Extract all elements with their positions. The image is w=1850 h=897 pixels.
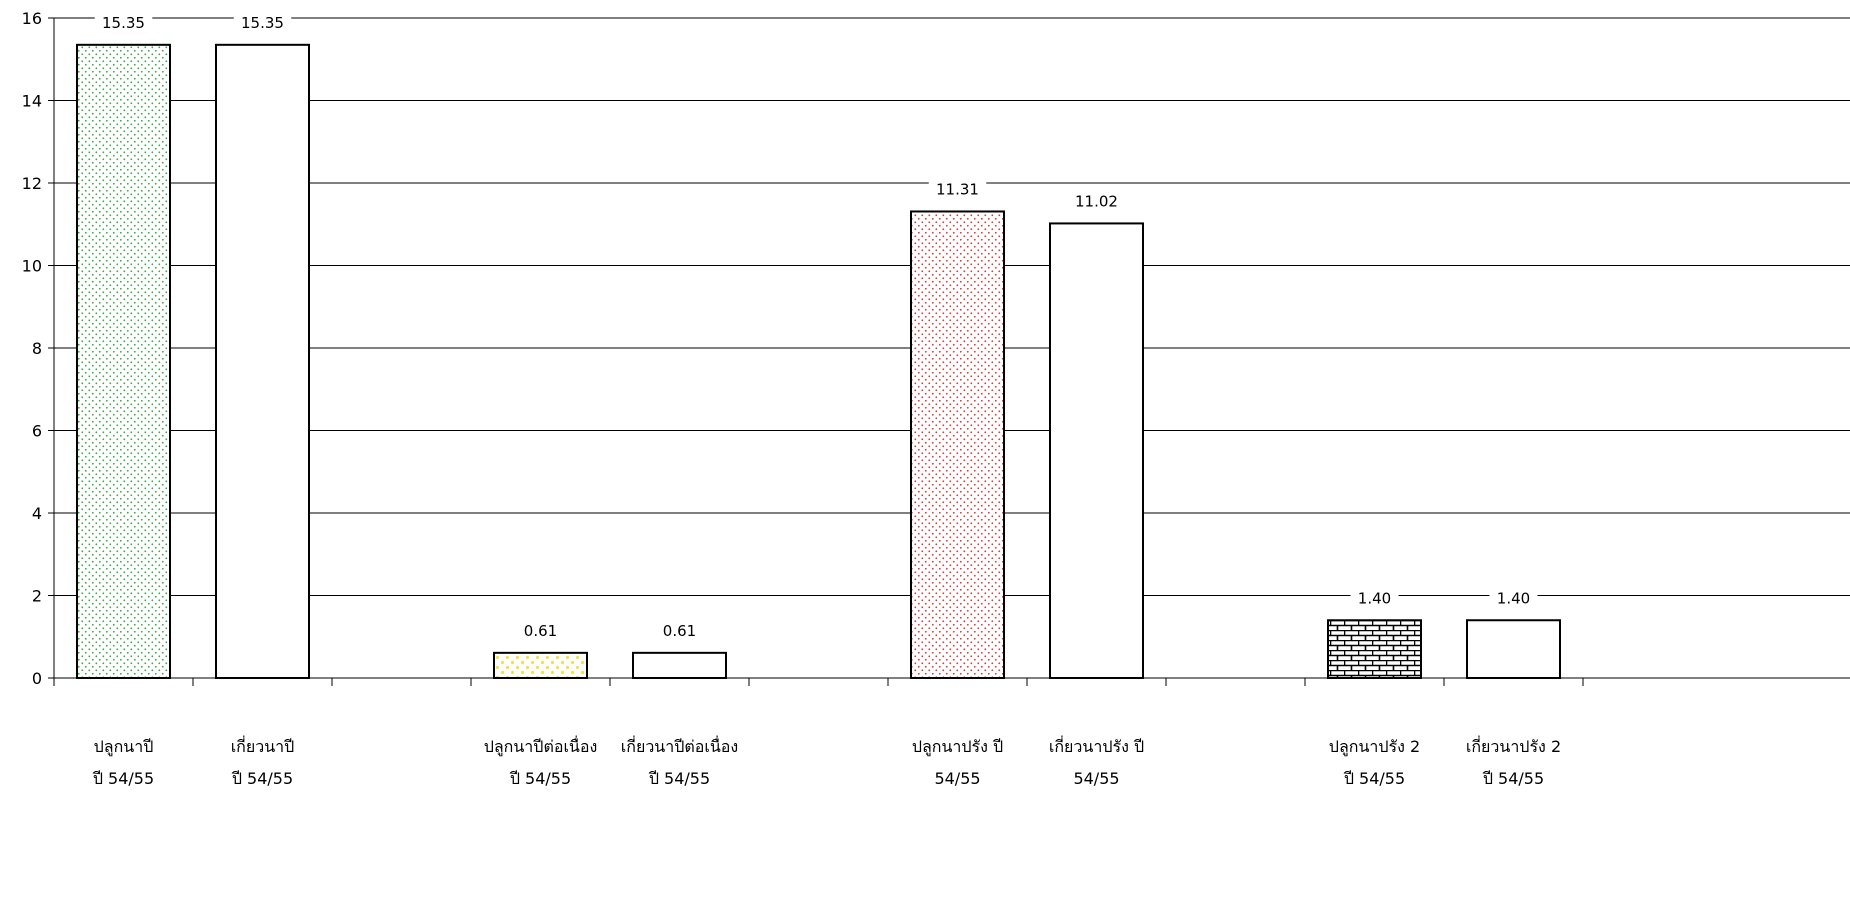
bars <box>76 43 1561 680</box>
data-label-bg <box>655 621 704 640</box>
x-category-label: ปี 54/55 <box>1482 769 1544 788</box>
y-tick-label: 8 <box>32 339 42 358</box>
data-label: 15.35 <box>102 14 145 32</box>
x-category-label: ปี 54/55 <box>509 769 571 788</box>
y-tick-label: 6 <box>32 422 42 441</box>
labels: ปลูกนาปีปี 54/55 15.35 เกี่ยวนาปีปี 54/55 1… <box>92 13 1561 788</box>
data-label: 11.31 <box>936 180 979 198</box>
x-category-label: ปลูกนาปรัง 2 <box>1329 737 1420 757</box>
data-label: 0.61 <box>663 622 696 640</box>
data-label-bg <box>928 180 987 199</box>
x-category-label: ปลูกนาปรัง ปี <box>912 737 1003 757</box>
bar <box>910 210 1005 679</box>
x-category-label: ปลูกนาปีต่อเนื่อง <box>484 735 598 757</box>
data-label: 1.40 <box>1358 589 1391 607</box>
y-tick-label: 12 <box>22 174 42 193</box>
bar <box>493 651 588 680</box>
y-tick-label: 10 <box>22 257 42 276</box>
bar <box>215 43 310 679</box>
data-label-bg <box>1350 589 1399 608</box>
x-category-label: 54/55 <box>1073 769 1119 788</box>
y-tick-label: 16 <box>22 9 42 28</box>
bar <box>632 651 727 680</box>
x-category-label: ปี 54/55 <box>1343 769 1405 788</box>
x-category-label: ปลูกนาปี <box>94 737 154 757</box>
x-category-label: เกี่ยวนาปี <box>231 735 295 756</box>
bar <box>76 43 171 679</box>
x-category-label: เกี่ยวนาปรัง ปี <box>1049 735 1144 756</box>
y-tick-label: 14 <box>22 92 42 111</box>
data-label: 0.61 <box>524 622 557 640</box>
x-category-label: ปี 54/55 <box>231 769 293 788</box>
bar <box>1327 619 1422 679</box>
x-category-label: 54/55 <box>934 769 980 788</box>
data-label-bg <box>1067 192 1126 211</box>
x-category-label: ปี 54/55 <box>648 769 710 788</box>
data-label-bg <box>94 13 153 32</box>
x-category-label: เกี่ยวนาปีต่อเนื่อง <box>621 735 738 756</box>
bar <box>1466 619 1561 679</box>
x-category-label: ปี 54/55 <box>92 769 154 788</box>
data-label-bg <box>233 13 292 32</box>
data-label-bg <box>516 621 565 640</box>
y-tick-label: 0 <box>32 669 42 688</box>
y-tick-label: 4 <box>32 504 42 523</box>
data-label: 1.40 <box>1497 589 1530 607</box>
x-category-label: เกี่ยวนาปรัง 2 <box>1466 735 1561 756</box>
data-label: 11.02 <box>1075 192 1118 210</box>
y-tick-label: 2 <box>32 587 42 606</box>
data-label: 15.35 <box>241 14 284 32</box>
data-label-bg <box>1489 589 1538 608</box>
bar <box>1049 222 1144 680</box>
